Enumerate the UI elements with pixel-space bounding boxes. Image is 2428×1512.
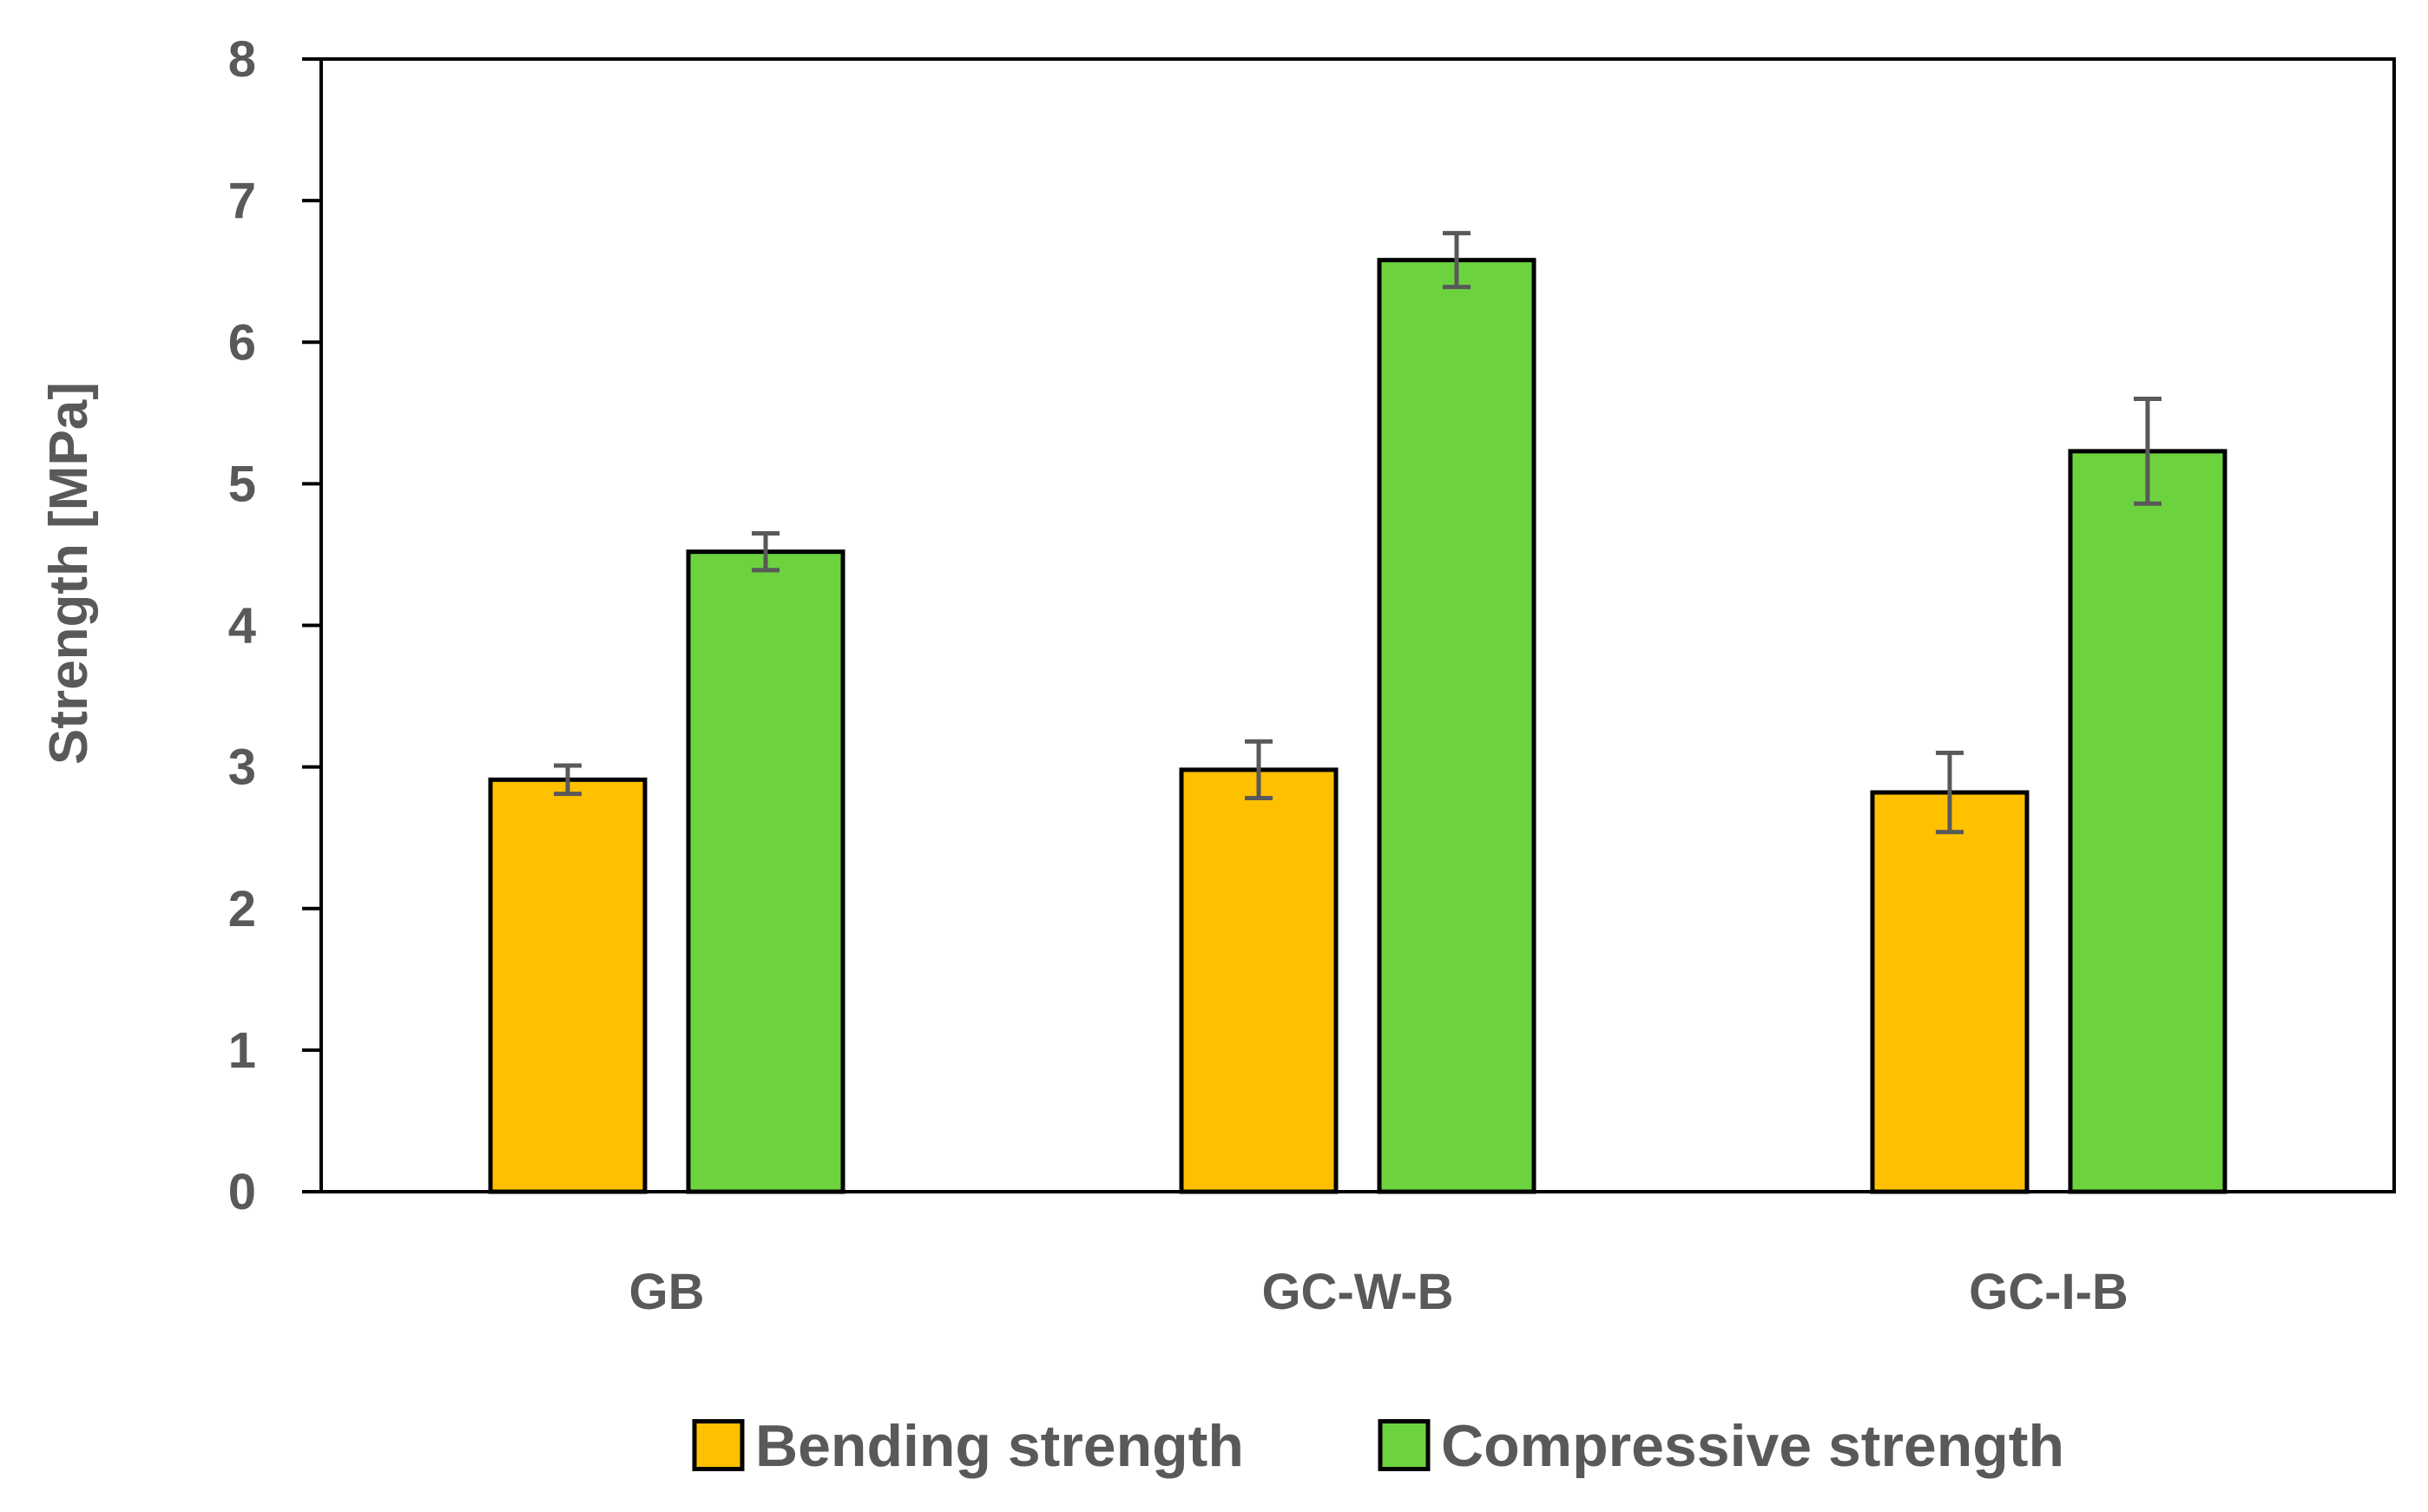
bar-GC-I-B-compressive-strength: [2068, 449, 2227, 1194]
bar-GC-W-B-compressive-strength: [1377, 258, 1536, 1194]
bar-GC-I-B-bending-strength: [1870, 790, 2030, 1194]
y-tick-label-4: 4: [228, 598, 256, 654]
y-axis-title: Strength [MPa]: [39, 382, 99, 765]
legend-swatch-bending-strength: [692, 1419, 745, 1471]
y-tick-label-0: 0: [228, 1164, 256, 1220]
legend-label-compressive-strength: Compressive strength: [1441, 1413, 2064, 1479]
x-tick-label-GC-I-B: GC-I-B: [1969, 1264, 2129, 1320]
bar-GC-W-B-bending-strength: [1179, 767, 1339, 1194]
y-axis-ticks: 0 1 2 3 4 5 6 7 8: [228, 31, 321, 1220]
x-tick-label-GC-W-B: GC-W-B: [1261, 1264, 1453, 1320]
y-tick-label-2: 2: [228, 881, 256, 937]
y-tick-label-8: 8: [228, 31, 256, 88]
error-bars-group: [554, 231, 2162, 835]
bar-GB-compressive-strength: [686, 549, 846, 1194]
y-tick-label-5: 5: [228, 456, 256, 512]
x-axis-labels: GB GC-W-B GC-I-B: [629, 1264, 2129, 1320]
x-tick-label-GB: GB: [629, 1264, 705, 1320]
y-tick-label-1: 1: [228, 1022, 256, 1079]
y-tick-label-6: 6: [228, 314, 256, 371]
legend: Bending strength Compressive strength: [692, 1413, 2064, 1479]
y-tick-label-3: 3: [228, 740, 256, 796]
bars-group: [488, 258, 2227, 1194]
legend-swatch-compressive-strength: [1378, 1419, 1431, 1471]
legend-label-bending-strength: Bending strength: [755, 1413, 1244, 1479]
bar-GB-bending-strength: [488, 777, 648, 1194]
y-tick-label-7: 7: [228, 173, 256, 229]
plot-area-frame: [319, 57, 2396, 1193]
